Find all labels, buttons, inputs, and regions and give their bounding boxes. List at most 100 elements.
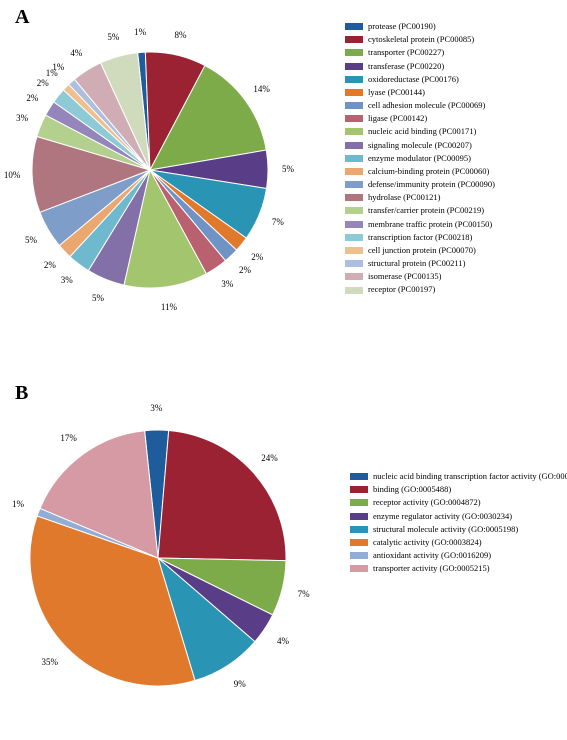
legend-swatch bbox=[350, 565, 368, 572]
panel-label-b: B bbox=[15, 382, 28, 405]
pct-label: 17% bbox=[60, 433, 77, 443]
legend-item: transporter activity (GO:0005215) bbox=[350, 562, 567, 575]
legend-label: catalytic activity (GO:0003824) bbox=[373, 536, 482, 549]
pct-label: 7% bbox=[272, 217, 284, 227]
legend-item: receptor activity (GO:0004872) bbox=[350, 496, 567, 509]
legend-swatch bbox=[345, 49, 363, 56]
legend-label: transfer/carrier protein (PC00219) bbox=[368, 204, 484, 217]
legend-swatch bbox=[345, 23, 363, 30]
pie-chart-b bbox=[25, 425, 291, 691]
legend-swatch bbox=[350, 552, 368, 559]
legend-item: defense/immunity protein (PC00090) bbox=[345, 178, 495, 191]
legend-swatch bbox=[345, 247, 363, 254]
legend-item: antioxidant activity (GO:0016209) bbox=[350, 549, 567, 562]
legend-label: structural molecule activity (GO:0005198… bbox=[373, 523, 518, 536]
pct-label: 5% bbox=[25, 235, 37, 245]
pct-label: 9% bbox=[234, 679, 246, 689]
legend-swatch bbox=[345, 234, 363, 241]
legend-item: membrane traffic protein (PC00150) bbox=[345, 218, 495, 231]
pct-label: 4% bbox=[277, 636, 289, 646]
pct-label: 2% bbox=[239, 265, 251, 275]
legend-item: nucleic acid binding (PC00171) bbox=[345, 125, 495, 138]
pct-label: 8% bbox=[174, 30, 186, 40]
legend-item: enzyme regulator activity (GO:0030234) bbox=[350, 510, 567, 523]
legend-label: nucleic acid binding transcription facto… bbox=[373, 470, 567, 483]
pct-label: 5% bbox=[92, 293, 104, 303]
legend-swatch bbox=[345, 63, 363, 70]
legend-swatch bbox=[345, 273, 363, 280]
pie-chart-a bbox=[27, 47, 273, 293]
legend-item: ligase (PC00142) bbox=[345, 112, 495, 125]
pct-label: 11% bbox=[161, 302, 177, 312]
legend-label: hydrolase (PC00121) bbox=[368, 191, 440, 204]
pct-label: 2% bbox=[44, 260, 56, 270]
legend-label: calcium-binding protein (PC00060) bbox=[368, 165, 489, 178]
legend-item: transferase (PC00220) bbox=[345, 60, 495, 73]
pct-label: 1% bbox=[52, 62, 64, 72]
legend-label: cell adhesion molecule (PC00069) bbox=[368, 99, 485, 112]
legend-label: receptor (PC00197) bbox=[368, 283, 435, 296]
panel-label-a: A bbox=[15, 6, 29, 29]
pct-label: 5% bbox=[282, 164, 294, 174]
pct-label: 2% bbox=[37, 78, 49, 88]
legend-item: cytoskeletal protein (PC00085) bbox=[345, 33, 495, 46]
legend-swatch bbox=[345, 207, 363, 214]
pct-label: 10% bbox=[4, 170, 21, 180]
legend-swatch bbox=[350, 499, 368, 506]
legend-item: nucleic acid binding transcription facto… bbox=[350, 470, 567, 483]
legend-label: signaling molecule (PC00207) bbox=[368, 139, 472, 152]
legend-label: ligase (PC00142) bbox=[368, 112, 427, 125]
legend-label: lyase (PC00144) bbox=[368, 86, 425, 99]
pct-label: 14% bbox=[253, 84, 270, 94]
legend-item: binding (GO:0005488) bbox=[350, 483, 567, 496]
legend-label: receptor activity (GO:0004872) bbox=[373, 496, 481, 509]
legend-swatch bbox=[345, 76, 363, 83]
legend-swatch bbox=[350, 526, 368, 533]
legend-label: cytoskeletal protein (PC00085) bbox=[368, 33, 474, 46]
legend-label: transporter (PC00227) bbox=[368, 46, 444, 59]
legend-swatch bbox=[345, 142, 363, 149]
legend-label: binding (GO:0005488) bbox=[373, 483, 451, 496]
legend-swatch bbox=[345, 115, 363, 122]
legend-label: enzyme modulator (PC00095) bbox=[368, 152, 471, 165]
legend-item: transfer/carrier protein (PC00219) bbox=[345, 204, 495, 217]
legend-swatch bbox=[345, 221, 363, 228]
legend-item: calcium-binding protein (PC00060) bbox=[345, 165, 495, 178]
legend-item: structural molecule activity (GO:0005198… bbox=[350, 523, 567, 536]
legend-swatch bbox=[350, 486, 368, 493]
pie-slice bbox=[158, 430, 286, 560]
legend-item: cell junction protein (PC00070) bbox=[345, 244, 495, 257]
legend-swatch bbox=[345, 89, 363, 96]
pct-label: 2% bbox=[26, 93, 38, 103]
legend-b: nucleic acid binding transcription facto… bbox=[350, 470, 567, 575]
legend-label: transcription factor (PC00218) bbox=[368, 231, 472, 244]
legend-label: membrane traffic protein (PC00150) bbox=[368, 218, 492, 231]
pct-label: 5% bbox=[107, 32, 119, 42]
pct-label: 4% bbox=[70, 48, 82, 58]
pct-label: 2% bbox=[251, 252, 263, 262]
pct-label: 3% bbox=[221, 279, 233, 289]
legend-label: defense/immunity protein (PC00090) bbox=[368, 178, 495, 191]
legend-item: enzyme modulator (PC00095) bbox=[345, 152, 495, 165]
pct-label: 7% bbox=[298, 589, 310, 599]
legend-label: enzyme regulator activity (GO:0030234) bbox=[373, 510, 512, 523]
legend-label: antioxidant activity (GO:0016209) bbox=[373, 549, 491, 562]
legend-item: transcription factor (PC00218) bbox=[345, 231, 495, 244]
pct-label: 35% bbox=[41, 657, 58, 667]
legend-item: oxidoreductase (PC00176) bbox=[345, 73, 495, 86]
legend-swatch bbox=[345, 155, 363, 162]
legend-label: transporter activity (GO:0005215) bbox=[373, 562, 490, 575]
legend-swatch bbox=[345, 128, 363, 135]
legend-item: catalytic activity (GO:0003824) bbox=[350, 536, 567, 549]
legend-swatch bbox=[345, 260, 363, 267]
legend-item: protease (PC00190) bbox=[345, 20, 495, 33]
pct-label: 1% bbox=[134, 27, 146, 37]
legend-swatch bbox=[345, 102, 363, 109]
legend-label: protease (PC00190) bbox=[368, 20, 436, 33]
legend-swatch bbox=[345, 181, 363, 188]
legend-swatch bbox=[350, 473, 368, 480]
legend-label: isomerase (PC00135) bbox=[368, 270, 441, 283]
legend-label: oxidoreductase (PC00176) bbox=[368, 73, 459, 86]
legend-item: signaling molecule (PC00207) bbox=[345, 139, 495, 152]
legend-item: transporter (PC00227) bbox=[345, 46, 495, 59]
